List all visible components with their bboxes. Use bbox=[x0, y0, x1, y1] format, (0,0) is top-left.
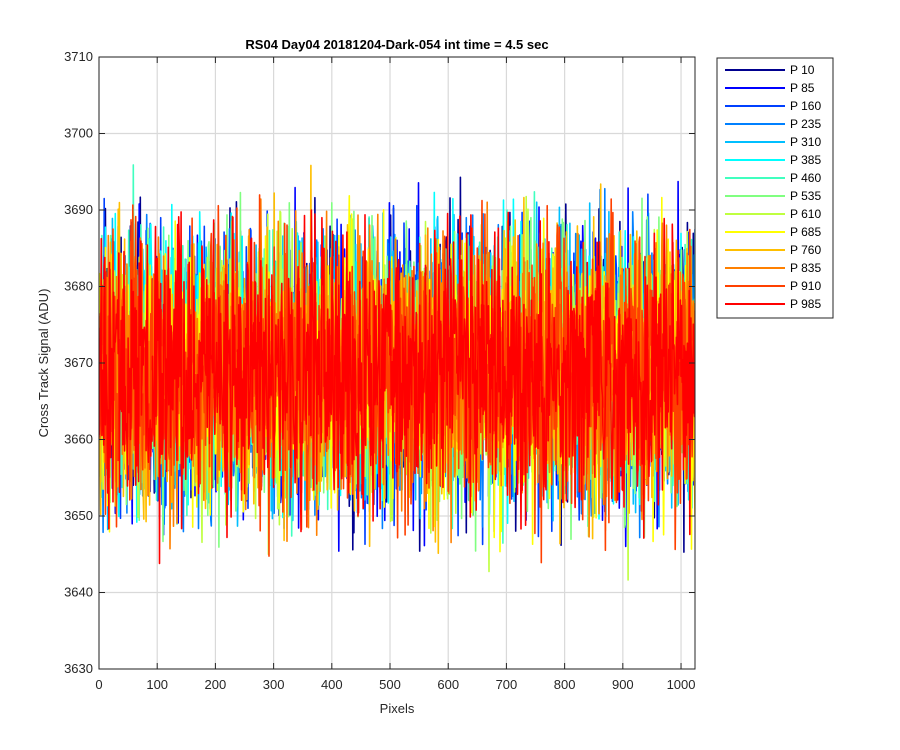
x-tick-label: 900 bbox=[612, 677, 634, 692]
series-layer bbox=[99, 164, 695, 581]
y-tick-label: 3650 bbox=[64, 508, 93, 523]
legend-label: P 760 bbox=[790, 243, 821, 257]
legend-label: P 535 bbox=[790, 189, 821, 203]
legend-item: P 85 bbox=[725, 81, 815, 95]
x-tick-label: 500 bbox=[379, 677, 401, 692]
x-tick-label: 600 bbox=[437, 677, 459, 692]
legend-item: P 160 bbox=[725, 99, 821, 113]
legend-label: P 835 bbox=[790, 261, 821, 275]
y-tick-label: 3680 bbox=[64, 279, 93, 294]
y-tick-label: 3660 bbox=[64, 432, 93, 447]
legend-label: P 685 bbox=[790, 225, 821, 239]
x-tick-label: 700 bbox=[496, 677, 518, 692]
legend-label: P 10 bbox=[790, 63, 815, 77]
legend-item: P 460 bbox=[725, 171, 821, 185]
legend-label: P 310 bbox=[790, 135, 821, 149]
y-tick-label: 3710 bbox=[64, 49, 93, 64]
y-axis-label: Cross Track Signal (ADU) bbox=[36, 289, 51, 438]
legend-item: P 910 bbox=[725, 279, 821, 293]
legend-label: P 460 bbox=[790, 171, 821, 185]
legend-item: P 685 bbox=[725, 225, 821, 239]
legend-item: P 760 bbox=[725, 243, 821, 257]
legend-item: P 985 bbox=[725, 297, 821, 311]
y-tick-label: 3670 bbox=[64, 355, 93, 370]
legend-item: P 10 bbox=[725, 63, 815, 77]
x-tick-label: 300 bbox=[263, 677, 285, 692]
chart-title: RS04 Day04 20181204-Dark-054 int time = … bbox=[245, 37, 548, 52]
y-tick-label: 3700 bbox=[64, 126, 93, 141]
legend: P 10 P 85 P 160 P 235 P 310 P 385 P 460 P 535 P … bbox=[716, 57, 834, 319]
legend-label: P 985 bbox=[790, 297, 821, 311]
y-tick-label: 3640 bbox=[64, 585, 93, 600]
legend-item: P 385 bbox=[725, 153, 821, 167]
y-tick-label: 3690 bbox=[64, 202, 93, 217]
legend-label: P 235 bbox=[790, 117, 821, 131]
legend-label: P 85 bbox=[790, 81, 815, 95]
x-tick-label: 200 bbox=[205, 677, 227, 692]
legend-item: P 535 bbox=[725, 189, 821, 203]
x-tick-label: 800 bbox=[554, 677, 576, 692]
legend-label: P 385 bbox=[790, 153, 821, 167]
legend-box bbox=[716, 57, 834, 319]
x-tick-label: 100 bbox=[146, 677, 168, 692]
legend-item: P 835 bbox=[725, 261, 821, 275]
x-axis-label: Pixels bbox=[380, 701, 415, 716]
legend-item: P 610 bbox=[725, 207, 821, 221]
legend-label: P 910 bbox=[790, 279, 821, 293]
legend-item: P 310 bbox=[725, 135, 821, 149]
y-tick-label: 3630 bbox=[64, 661, 93, 676]
axis-ticks: 0 100 200 300 400 500 600 700 800 900 1000 3630 3640… bbox=[64, 49, 695, 692]
series-line bbox=[99, 209, 695, 565]
x-tick-label: 0 bbox=[95, 677, 102, 692]
x-tick-label: 400 bbox=[321, 677, 343, 692]
legend-item: P 235 bbox=[725, 117, 821, 131]
legend-label: P 160 bbox=[790, 99, 821, 113]
legend-label: P 610 bbox=[790, 207, 821, 221]
x-tick-label: 1000 bbox=[667, 677, 696, 692]
